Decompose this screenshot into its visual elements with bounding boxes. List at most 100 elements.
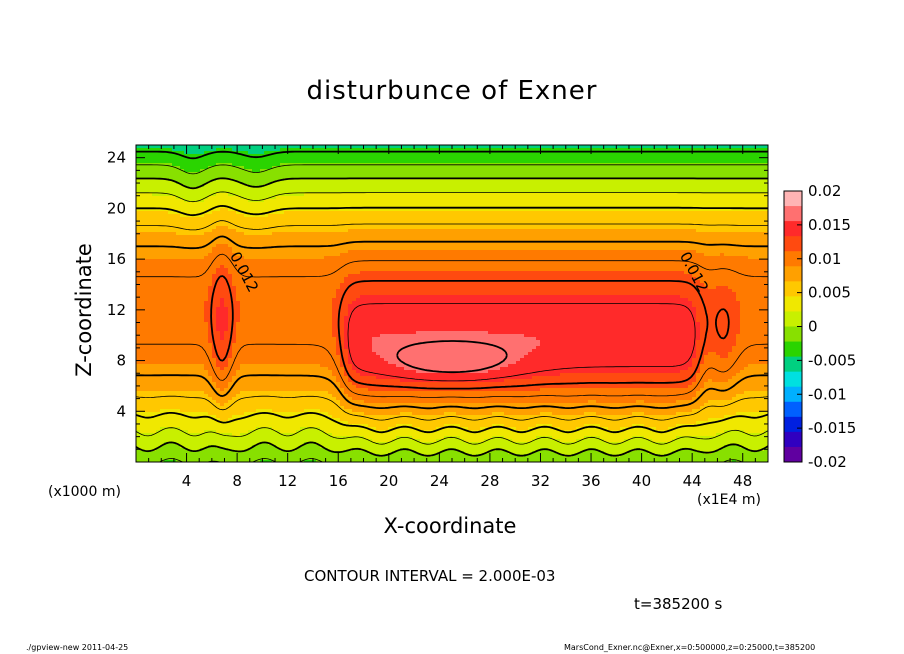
contour-fill-cell: [312, 184, 317, 188]
contour-fill-cell: [148, 175, 153, 179]
contour-fill-cell: [644, 154, 649, 158]
contour-fill-cell: [452, 154, 457, 158]
contour-fill-cell: [304, 145, 309, 149]
contour-fill-cell: [572, 187, 577, 191]
contour-fill-cell: [212, 160, 217, 164]
contour-fill-cell: [656, 190, 661, 194]
contour-fill-cell: [352, 202, 357, 206]
contour-fill-cell: [604, 145, 609, 149]
contour-fill-cell: [236, 187, 241, 191]
contour-fill-cell: [648, 184, 653, 188]
contour-fill-cell: [760, 172, 765, 176]
contour-fill-cell: [616, 151, 621, 155]
contour-fill-cell: [488, 202, 493, 206]
contour-fill-cell: [136, 145, 141, 149]
contour-fill-cell: [376, 190, 381, 194]
contour-fill-cell: [148, 181, 153, 185]
contour-fill-cell: [256, 184, 261, 188]
contour-fill-cell: [688, 187, 693, 191]
contour-fill-cell: [604, 154, 609, 158]
contour-fill-cell: [564, 202, 569, 206]
contour-fill-cell: [624, 169, 629, 173]
contour-fill-cell: [640, 160, 645, 164]
contour-fill-cell: [696, 151, 701, 155]
contour-fill-cell: [496, 169, 501, 173]
contour-fill-cell: [452, 151, 457, 155]
contour-fill-cell: [640, 172, 645, 176]
contour-fill-cell: [596, 154, 601, 158]
contour-fill-cell: [420, 175, 425, 179]
contour-fill-cell: [668, 184, 673, 188]
contour-fill-cell: [420, 196, 425, 200]
contour-fill-cell: [640, 178, 645, 182]
contour-fill-cell: [220, 160, 225, 164]
contour-fill-cell: [304, 151, 309, 155]
contour-fill-cell: [180, 193, 185, 197]
contour-fill-cell: [404, 181, 409, 185]
contour-fill-cell: [648, 178, 653, 182]
contour-fill-cell: [580, 187, 585, 191]
contour-fill-cell: [384, 181, 389, 185]
contour-fill-cell: [720, 166, 725, 170]
contour-fill-cell: [668, 172, 673, 176]
contour-fill-cell: [536, 148, 541, 152]
contour-fill-cell: [176, 193, 181, 197]
contour-fill-cell: [188, 160, 193, 164]
contour-fill-cell: [320, 184, 325, 188]
contour-fill-cell: [192, 193, 197, 197]
contour-fill-cell: [508, 166, 513, 170]
contour-fill-cell: [652, 181, 657, 185]
contour-fill-cell: [532, 145, 537, 149]
contour-fill-cell: [336, 196, 341, 200]
contour-fill-cell: [576, 160, 581, 164]
contour-fill-cell: [428, 184, 433, 188]
contour-fill-cell: [292, 187, 297, 191]
contour-fill-cell: [492, 187, 497, 191]
contour-fill-cell: [680, 157, 685, 161]
contour-fill-cell: [424, 190, 429, 194]
contour-fill-cell: [744, 145, 749, 149]
contour-fill-cell: [612, 151, 617, 155]
contour-fill-cell: [612, 145, 617, 149]
contour-fill-cell: [760, 181, 765, 185]
contour-fill-cell: [144, 175, 149, 179]
contour-fill-cell: [560, 193, 565, 197]
contour-fill-cell: [348, 178, 353, 182]
contour-fill-cell: [508, 157, 513, 161]
contour-fill-cell: [160, 160, 165, 164]
contour-fill-cell: [284, 169, 289, 173]
contour-fill-cell: [340, 178, 345, 182]
contour-fill-cell: [660, 181, 665, 185]
contour-fill-cell: [688, 151, 693, 155]
contour-fill-cell: [144, 151, 149, 155]
contour-fill-cell: [572, 193, 577, 197]
contour-fill-cell: [668, 190, 673, 194]
contour-fill-cell: [748, 175, 753, 179]
contour-fill-cell: [400, 187, 405, 191]
contour-fill-cell: [572, 160, 577, 164]
contour-fill-cell: [632, 148, 637, 152]
contour-fill-cell: [504, 145, 509, 149]
contour-fill-cell: [476, 181, 481, 185]
contour-fill-cell: [156, 181, 161, 185]
contour-fill-cell: [268, 187, 273, 191]
contour-fill-cell: [452, 193, 457, 197]
contour-fill-cell: [480, 190, 485, 194]
contour-fill-cell: [300, 178, 305, 182]
contour-fill-cell: [744, 169, 749, 173]
contour-fill-cell: [292, 190, 297, 194]
contour-fill-cell: [708, 169, 713, 173]
contour-fill-cell: [480, 184, 485, 188]
contour-fill-cell: [232, 169, 237, 173]
contour-fill-cell: [172, 181, 177, 185]
contour-fill-cell: [700, 196, 705, 200]
contour-fill-cell: [200, 166, 205, 170]
contour-fill-cell: [444, 181, 449, 185]
contour-fill-cell: [564, 199, 569, 203]
contour-fill-cell: [420, 151, 425, 155]
contour-fill-cell: [632, 178, 637, 182]
contour-fill-cell: [744, 157, 749, 161]
contour-fill-cell: [640, 148, 645, 152]
contour-fill-cell: [344, 181, 349, 185]
contour-fill-cell: [480, 151, 485, 155]
